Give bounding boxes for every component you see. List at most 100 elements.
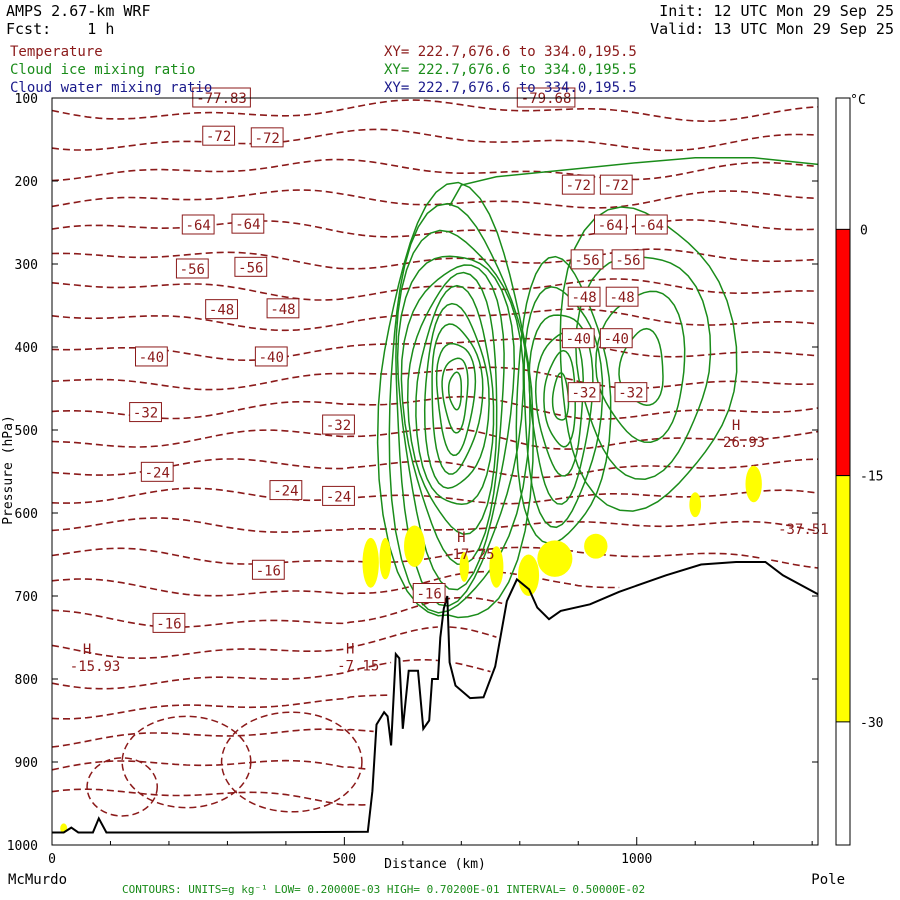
y-tick-label: 900 <box>15 756 38 771</box>
terrain-line <box>52 561 819 834</box>
plot-frame <box>51 97 819 846</box>
x-axis-label: Distance (km) <box>384 857 486 872</box>
temperature-contour <box>51 395 819 421</box>
extremum-mark: H <box>346 641 354 657</box>
temperature-label: -40 <box>259 350 284 366</box>
temperature-label-box <box>570 249 604 270</box>
cold-shading-patch <box>537 540 573 577</box>
y-tick-label: 500 <box>15 424 38 439</box>
cold-shading-patch <box>362 537 379 588</box>
x-tick-label: 500 <box>333 852 356 867</box>
temperature-contour <box>51 308 819 332</box>
legend-cloud-ice: Cloud ice mixing ratio <box>10 62 196 78</box>
cloud-ice-contour <box>595 290 686 443</box>
cloud-ice-contour <box>575 256 712 480</box>
temperature-contour <box>51 99 819 123</box>
cloud-ice-contour <box>415 284 495 506</box>
temperature-label: -79.68 <box>521 91 572 107</box>
colorbar-tick-label: 0 <box>860 223 868 238</box>
temperature-contour <box>51 189 819 209</box>
colorbar: 0 -15 -30 <box>835 97 883 846</box>
extremum-mark: H <box>732 418 740 434</box>
cloud-ice-contour <box>447 371 463 411</box>
temperature-label: -32 <box>618 386 643 402</box>
cloud-ice-contour <box>435 342 477 457</box>
y-tick-label: 100 <box>15 92 38 107</box>
cloud-ice-contour <box>396 255 516 591</box>
temperature-label-box <box>181 214 215 235</box>
temperature-label: -72 <box>206 129 231 145</box>
temperature-label-box <box>205 299 238 320</box>
colorbar-tick-label: -15 <box>860 470 883 485</box>
y-tick-label: 700 <box>15 590 38 605</box>
cloud-ice-contour <box>551 372 570 421</box>
cloud-ice-contour <box>543 349 576 448</box>
cloud-ice-contour <box>523 286 604 529</box>
extremum-mark: H <box>457 530 465 546</box>
contours-info: CONTOURS: UNITS=g kg⁻¹ LOW= 0.20000E-03 … <box>122 883 645 896</box>
legend-cloud-ice-xy: XY= 222.7,676.6 to 334.0,195.5 <box>384 62 637 78</box>
temperature-label: -56 <box>180 262 205 278</box>
temperature-label-box <box>234 256 268 277</box>
temperature-contour-loop <box>121 715 252 809</box>
extremum-value: -37.51 <box>778 522 829 538</box>
y-tick-label: 600 <box>15 507 38 522</box>
temperature-contour <box>51 517 819 533</box>
temperature-label: -40 <box>604 332 629 348</box>
temperature-label-box <box>567 382 601 403</box>
temperature-contour <box>51 458 819 479</box>
temperature-label: -48 <box>209 303 234 319</box>
cold-shading-patch <box>489 546 504 588</box>
temperature-contour <box>51 219 819 238</box>
temperature-label-box <box>634 214 668 235</box>
temperature-contour-loop <box>220 711 363 813</box>
temperature-label: -77.83 <box>196 91 247 107</box>
temperature-label-box <box>614 382 648 403</box>
temperature-label-box <box>561 328 595 349</box>
temperature-label-box <box>594 214 627 235</box>
temperature-label: -64 <box>235 217 260 233</box>
temperature-label-box <box>266 298 300 319</box>
temperature-label-box <box>605 286 639 307</box>
temperature-contour <box>51 158 819 182</box>
temperature-label: -56 <box>238 260 263 276</box>
contour-labels: -77.83 -79.68-72 -72-72 -72-64 -64 -64 -64-56-… <box>70 87 829 675</box>
cold-shading-patch <box>459 552 469 582</box>
cloud-ice-contour <box>431 323 484 475</box>
init-time: Init: 12 UTC Mon 29 Sep 25 <box>659 2 894 20</box>
temperature-contour <box>51 278 819 301</box>
temperature-label: -32 <box>326 418 351 434</box>
extremum-value: -7.15 <box>337 658 379 674</box>
temperature-label: -56 <box>615 253 640 269</box>
cloud-ice-contour <box>528 314 594 505</box>
cloud-ice-anvil-contour <box>448 157 819 207</box>
temperature-contour <box>51 427 819 450</box>
temperature-label-box <box>412 583 446 604</box>
temperature-label: -64 <box>186 218 211 234</box>
temperature-label: -56 <box>574 253 599 269</box>
x-tick-label: 1000 <box>621 852 652 867</box>
legend-temperature: Temperature <box>10 44 103 60</box>
temperature-contour <box>51 788 368 806</box>
cloud-ice-contour <box>559 206 738 512</box>
cloud-ice-contour <box>395 229 525 607</box>
terrain-profile <box>52 561 819 834</box>
temperature-label: -32 <box>133 406 158 422</box>
axes: 100 200 300 400 500 600 700 800 900 1000 0 500 1000 <box>7 92 818 867</box>
temperature-label: -72 <box>566 178 591 194</box>
temperature-label-box <box>254 346 288 367</box>
temperature-label: -72 <box>604 178 629 194</box>
x-tick-label: 0 <box>48 852 56 867</box>
colorbar-unit: °C <box>850 93 866 108</box>
temperature-label: -16 <box>417 587 442 603</box>
temperature-label-box <box>322 485 355 506</box>
extremum-value: -15.93 <box>70 659 121 675</box>
temperature-label-box <box>251 559 285 580</box>
legend-cloud-water-xy: XY= 222.7,676.6 to 334.0,195.5 <box>384 80 637 96</box>
temperature-label-box <box>231 213 265 234</box>
temperature-label: -40 <box>139 350 164 366</box>
y-tick-label: 300 <box>15 258 38 273</box>
temperature-label-box <box>135 346 168 367</box>
y-axis-label: Pressure (hPa) <box>1 415 16 525</box>
